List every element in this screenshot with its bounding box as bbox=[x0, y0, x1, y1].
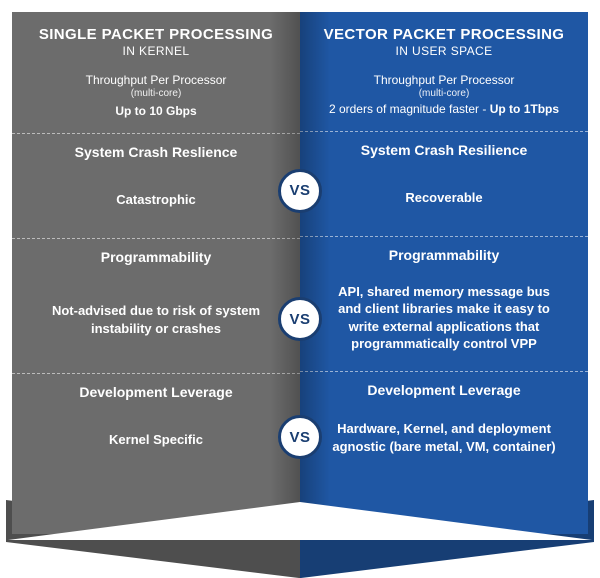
section-body: API, shared memory message bus and clien… bbox=[324, 275, 564, 361]
comparison-infographic: SINGLE PACKET PROCESSING IN KERNEL Throu… bbox=[0, 0, 600, 546]
left-section-dev-leverage: Development Leverage Kernel Specific bbox=[12, 374, 300, 478]
section-title: System Crash Reslience bbox=[36, 144, 276, 160]
right-header: VECTOR PACKET PROCESSING IN USER SPACE bbox=[300, 12, 588, 64]
section-body: Not-advised due to risk of system instab… bbox=[36, 277, 276, 363]
left-section-programmability: Programmability Not-advised due to risk … bbox=[12, 239, 300, 373]
right-subtitle: IN USER SPACE bbox=[310, 44, 578, 58]
left-throughput-value: Up to 10 Gbps bbox=[30, 103, 282, 119]
right-section-programmability: Programmability API, shared memory messa… bbox=[300, 237, 588, 371]
left-throughput-sub: (multi-core) bbox=[30, 87, 282, 101]
right-section-crash: System Crash Resilience Recoverable bbox=[300, 132, 588, 236]
right-throughput-value: Up to 1Tbps bbox=[490, 102, 559, 116]
panel-vector-packet: VECTOR PACKET PROCESSING IN USER SPACE T… bbox=[300, 12, 588, 534]
left-header: SINGLE PACKET PROCESSING IN KERNEL bbox=[12, 12, 300, 64]
right-throughput-label: Throughput Per Processor bbox=[318, 72, 570, 88]
panel-single-packet: SINGLE PACKET PROCESSING IN KERNEL Throu… bbox=[12, 12, 300, 534]
section-body: Kernel Specific bbox=[36, 412, 276, 468]
right-section-dev-leverage: Development Leverage Hardware, Kernel, a… bbox=[300, 372, 588, 476]
vs-badge-3: VS bbox=[278, 415, 322, 459]
section-title: Programmability bbox=[36, 249, 276, 265]
section-body: Hardware, Kernel, and deployment agnosti… bbox=[324, 410, 564, 466]
left-throughput: Throughput Per Processor (multi-core) Up… bbox=[12, 64, 300, 133]
section-title: Development Leverage bbox=[36, 384, 276, 400]
right-throughput-line: 2 orders of magnitude faster - Up to 1Tb… bbox=[318, 101, 570, 117]
left-title: SINGLE PACKET PROCESSING bbox=[22, 26, 290, 43]
right-throughput-prefix: 2 orders of magnitude faster - bbox=[329, 102, 490, 116]
section-title: Development Leverage bbox=[324, 382, 564, 398]
left-section-crash: System Crash Reslience Catastrophic bbox=[12, 134, 300, 238]
right-title: VECTOR PACKET PROCESSING bbox=[310, 26, 578, 43]
right-throughput-sub: (multi-core) bbox=[318, 87, 570, 101]
left-subtitle: IN KERNEL bbox=[22, 44, 290, 58]
section-title: System Crash Resilience bbox=[324, 142, 564, 158]
right-throughput: Throughput Per Processor (multi-core) 2 … bbox=[300, 64, 588, 131]
section-body: Recoverable bbox=[324, 170, 564, 226]
section-body: Catastrophic bbox=[36, 172, 276, 228]
panels: SINGLE PACKET PROCESSING IN KERNEL Throu… bbox=[12, 12, 588, 534]
vs-badge-1: VS bbox=[278, 169, 322, 213]
section-title: Programmability bbox=[324, 247, 564, 263]
vs-badge-2: VS bbox=[278, 297, 322, 341]
left-throughput-label: Throughput Per Processor bbox=[30, 72, 282, 88]
